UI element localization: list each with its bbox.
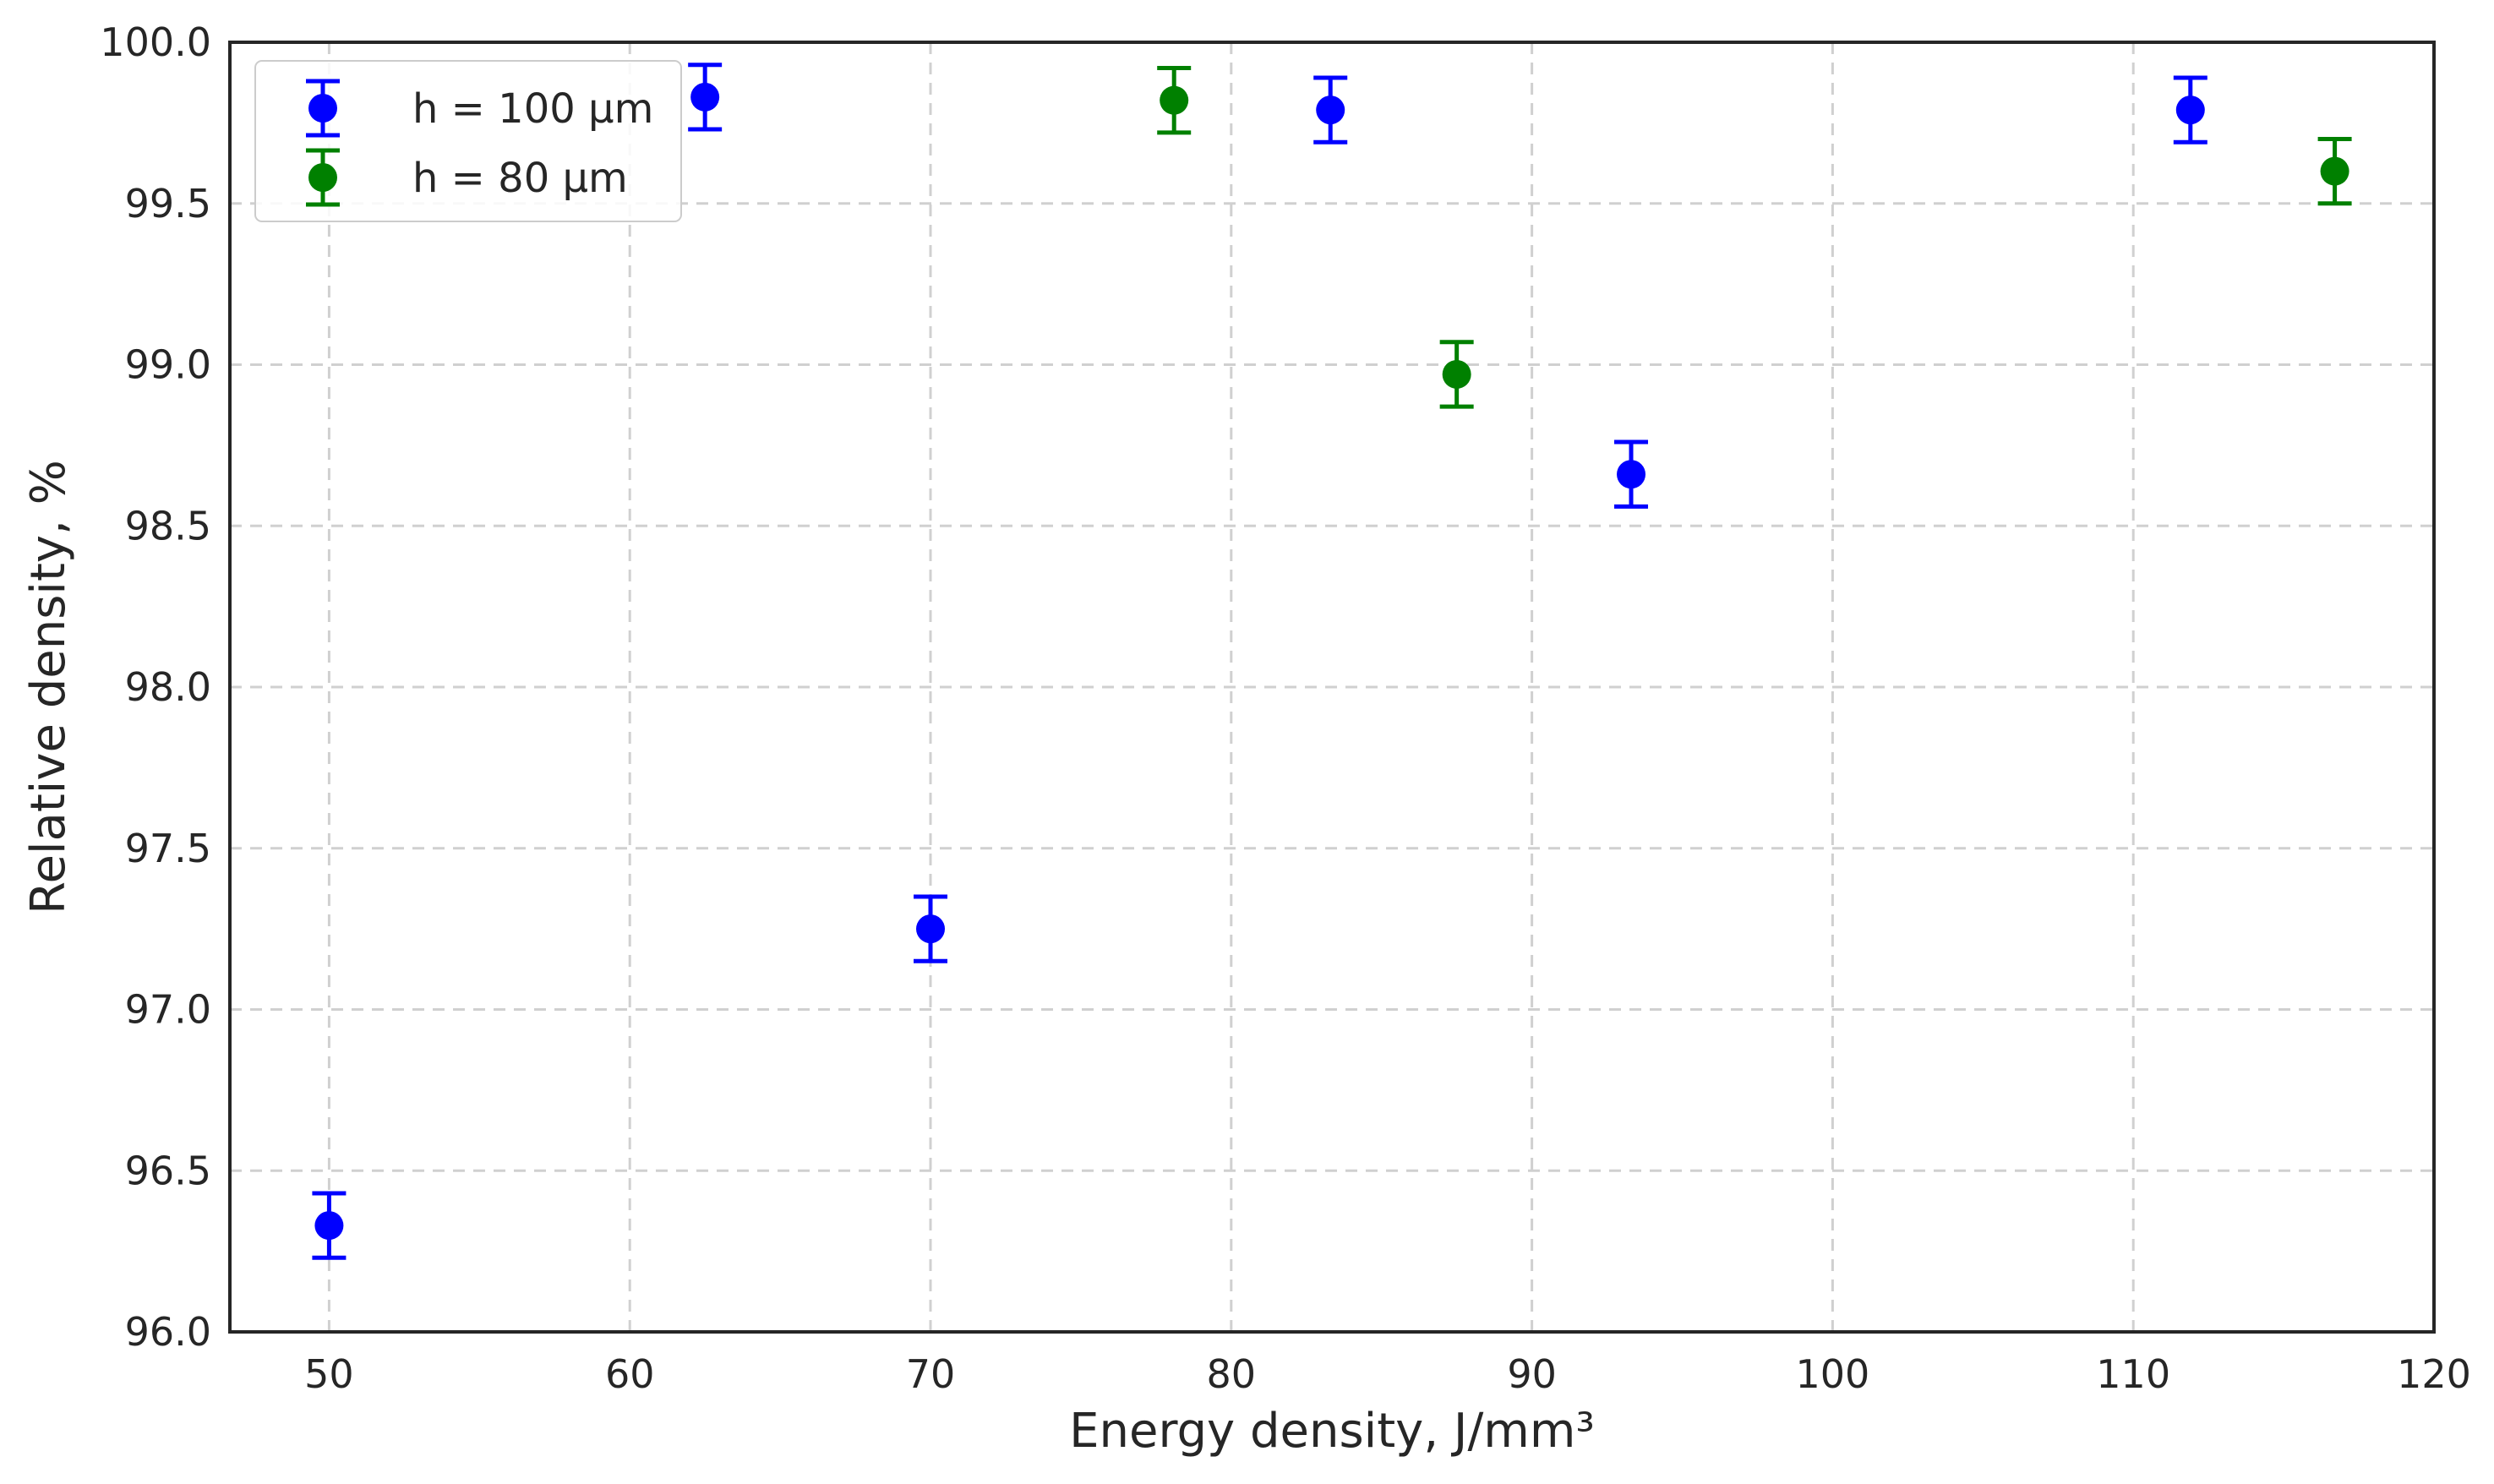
- y-tick-label: 97.5: [125, 826, 211, 871]
- axis-ticks: 50 60 70 80 90 100 110 120 96.0 96.5 97.0 97.5 98.0 9…: [100, 19, 2471, 1397]
- y-tick-label: 98.0: [125, 664, 211, 710]
- data-point-marker: [916, 914, 946, 944]
- y-tick-label: 96.0: [125, 1309, 211, 1355]
- data-point-marker: [2320, 156, 2349, 186]
- legend-marker: [308, 94, 337, 123]
- legend-entry-h100: h = 100 μm: [306, 79, 653, 138]
- data-point-marker: [1617, 460, 1646, 489]
- y-tick-label: 96.5: [125, 1148, 211, 1193]
- data-point-marker: [314, 1211, 344, 1241]
- y-tick-label: 100.0: [100, 19, 211, 65]
- data-point: [1439, 340, 1474, 409]
- x-axis-label: Energy density, J/mm³: [1069, 1404, 1595, 1459]
- legend-marker: [308, 163, 337, 192]
- data-point-marker: [690, 82, 720, 112]
- y-tick-label: 99.0: [125, 342, 211, 388]
- legend-entry-h80: h = 80 μm: [306, 148, 628, 207]
- data-point: [2173, 75, 2207, 145]
- y-tick-label: 97.0: [125, 987, 211, 1033]
- series-0: [312, 63, 2207, 1260]
- x-tick-label: 50: [304, 1351, 354, 1397]
- data-point: [914, 894, 948, 963]
- plot-frame: [228, 41, 2436, 1334]
- legend: h = 100 μm h = 80 μm: [254, 60, 682, 222]
- data-point-marker: [1160, 85, 1189, 115]
- data-point-marker: [1442, 359, 1471, 389]
- x-tick-label: 120: [2397, 1351, 2471, 1397]
- x-tick-label: 60: [605, 1351, 655, 1397]
- data-point: [312, 1191, 347, 1260]
- x-tick-label: 70: [906, 1351, 956, 1397]
- legend-label-h80: h = 80 μm: [412, 155, 628, 202]
- x-tick-label: 80: [1207, 1351, 1257, 1397]
- x-tick-label: 90: [1507, 1351, 1557, 1397]
- data-point: [1313, 75, 1348, 145]
- grid-lines: [230, 42, 2434, 1332]
- legend-label-h100: h = 100 μm: [412, 85, 653, 133]
- legend-box: [254, 60, 682, 222]
- y-axis-label: Relative density, %: [21, 460, 76, 914]
- data-point: [1157, 66, 1192, 135]
- data-point: [2317, 136, 2352, 206]
- data-point-marker: [1316, 95, 1345, 125]
- data-point: [1614, 439, 1649, 509]
- data-point-marker: [2175, 95, 2205, 125]
- series-1: [1157, 66, 2352, 409]
- data-point: [688, 63, 723, 132]
- y-tick-label: 99.5: [125, 181, 211, 226]
- x-tick-label: 110: [2096, 1351, 2170, 1397]
- legend-marker-h100: [306, 79, 340, 138]
- data-points: [312, 63, 2352, 1260]
- x-tick-label: 100: [1795, 1351, 1869, 1397]
- legend-marker-h80: [306, 148, 340, 207]
- y-tick-label: 98.5: [125, 503, 211, 548]
